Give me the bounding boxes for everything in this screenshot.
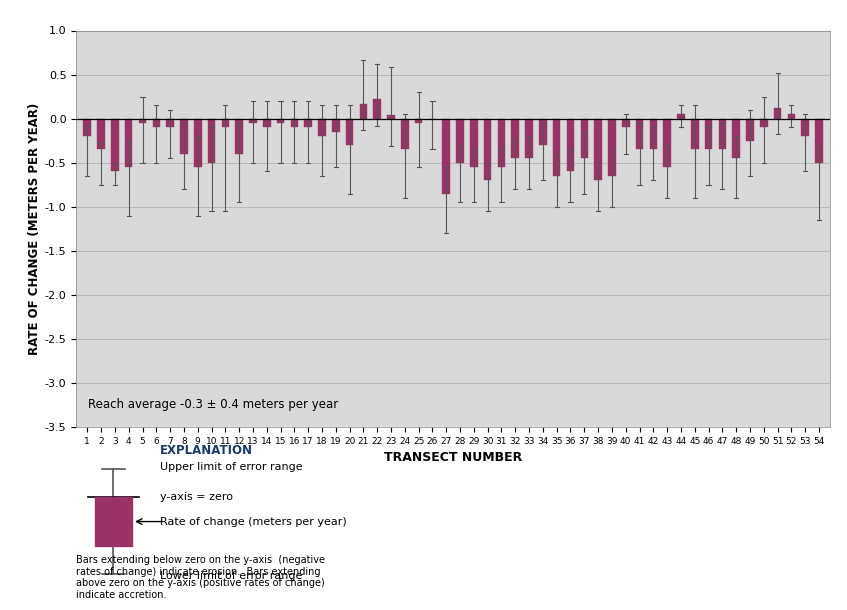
Bar	[152, 118, 160, 127]
Bar	[760, 118, 767, 127]
Bar	[360, 104, 368, 118]
Bar	[291, 118, 298, 127]
Bar	[97, 118, 105, 149]
Bar	[677, 114, 684, 118]
Text: EXPLANATION: EXPLANATION	[160, 444, 253, 457]
Bar	[608, 118, 616, 176]
Y-axis label: RATE OF CHANGE (METERS PER YEAR): RATE OF CHANGE (METERS PER YEAR)	[28, 102, 41, 355]
Bar	[125, 118, 132, 167]
Bar	[636, 118, 644, 149]
Bar	[457, 118, 464, 163]
Bar	[470, 118, 478, 167]
Bar	[263, 118, 270, 127]
Bar	[580, 118, 588, 158]
Bar	[498, 118, 506, 167]
Text: y-axis = zero: y-axis = zero	[160, 492, 233, 502]
Bar	[788, 114, 795, 118]
Bar	[401, 118, 408, 149]
Bar	[815, 118, 822, 163]
X-axis label: TRANSECT NUMBER: TRANSECT NUMBER	[384, 451, 523, 464]
Text: Upper limit of error range: Upper limit of error range	[160, 462, 302, 472]
Bar	[801, 118, 809, 136]
Bar	[539, 118, 546, 145]
Text: Reach average -0.3 ± 0.4 meters per year: Reach average -0.3 ± 0.4 meters per year	[87, 398, 338, 411]
Bar	[194, 118, 202, 167]
Bar	[318, 118, 326, 136]
Bar	[718, 118, 726, 149]
Bar	[95, 497, 132, 547]
Bar	[525, 118, 533, 158]
Bar	[442, 118, 450, 193]
Bar	[512, 118, 519, 158]
Bar	[705, 118, 712, 149]
Bar	[139, 118, 147, 123]
Bar	[622, 118, 629, 127]
Bar	[304, 118, 312, 127]
Bar	[650, 118, 657, 149]
Bar	[374, 99, 381, 118]
Bar	[691, 118, 699, 149]
Text: Bars extending below zero on the y-axis  (negative
rates of change) indicate ero: Bars extending below zero on the y-axis …	[76, 555, 325, 600]
Bar	[746, 118, 754, 141]
Bar	[332, 118, 340, 132]
Bar	[111, 118, 119, 171]
Text: Lower limit of error range: Lower limit of error range	[160, 571, 302, 581]
Bar	[567, 118, 574, 171]
Bar	[484, 118, 491, 181]
Bar	[663, 118, 671, 167]
Bar	[277, 118, 285, 123]
Bar	[208, 118, 215, 163]
Bar	[222, 118, 230, 127]
Bar	[415, 118, 423, 123]
Bar	[346, 118, 353, 145]
Bar	[595, 118, 602, 181]
Text: Rate of change (meters per year): Rate of change (meters per year)	[160, 517, 346, 526]
Bar	[166, 118, 174, 127]
Bar	[553, 118, 561, 176]
Bar	[84, 118, 91, 136]
Bar	[733, 118, 740, 158]
Bar	[387, 115, 395, 118]
Bar	[235, 118, 243, 154]
Bar	[180, 118, 188, 154]
Bar	[249, 118, 257, 123]
Bar	[774, 108, 782, 118]
